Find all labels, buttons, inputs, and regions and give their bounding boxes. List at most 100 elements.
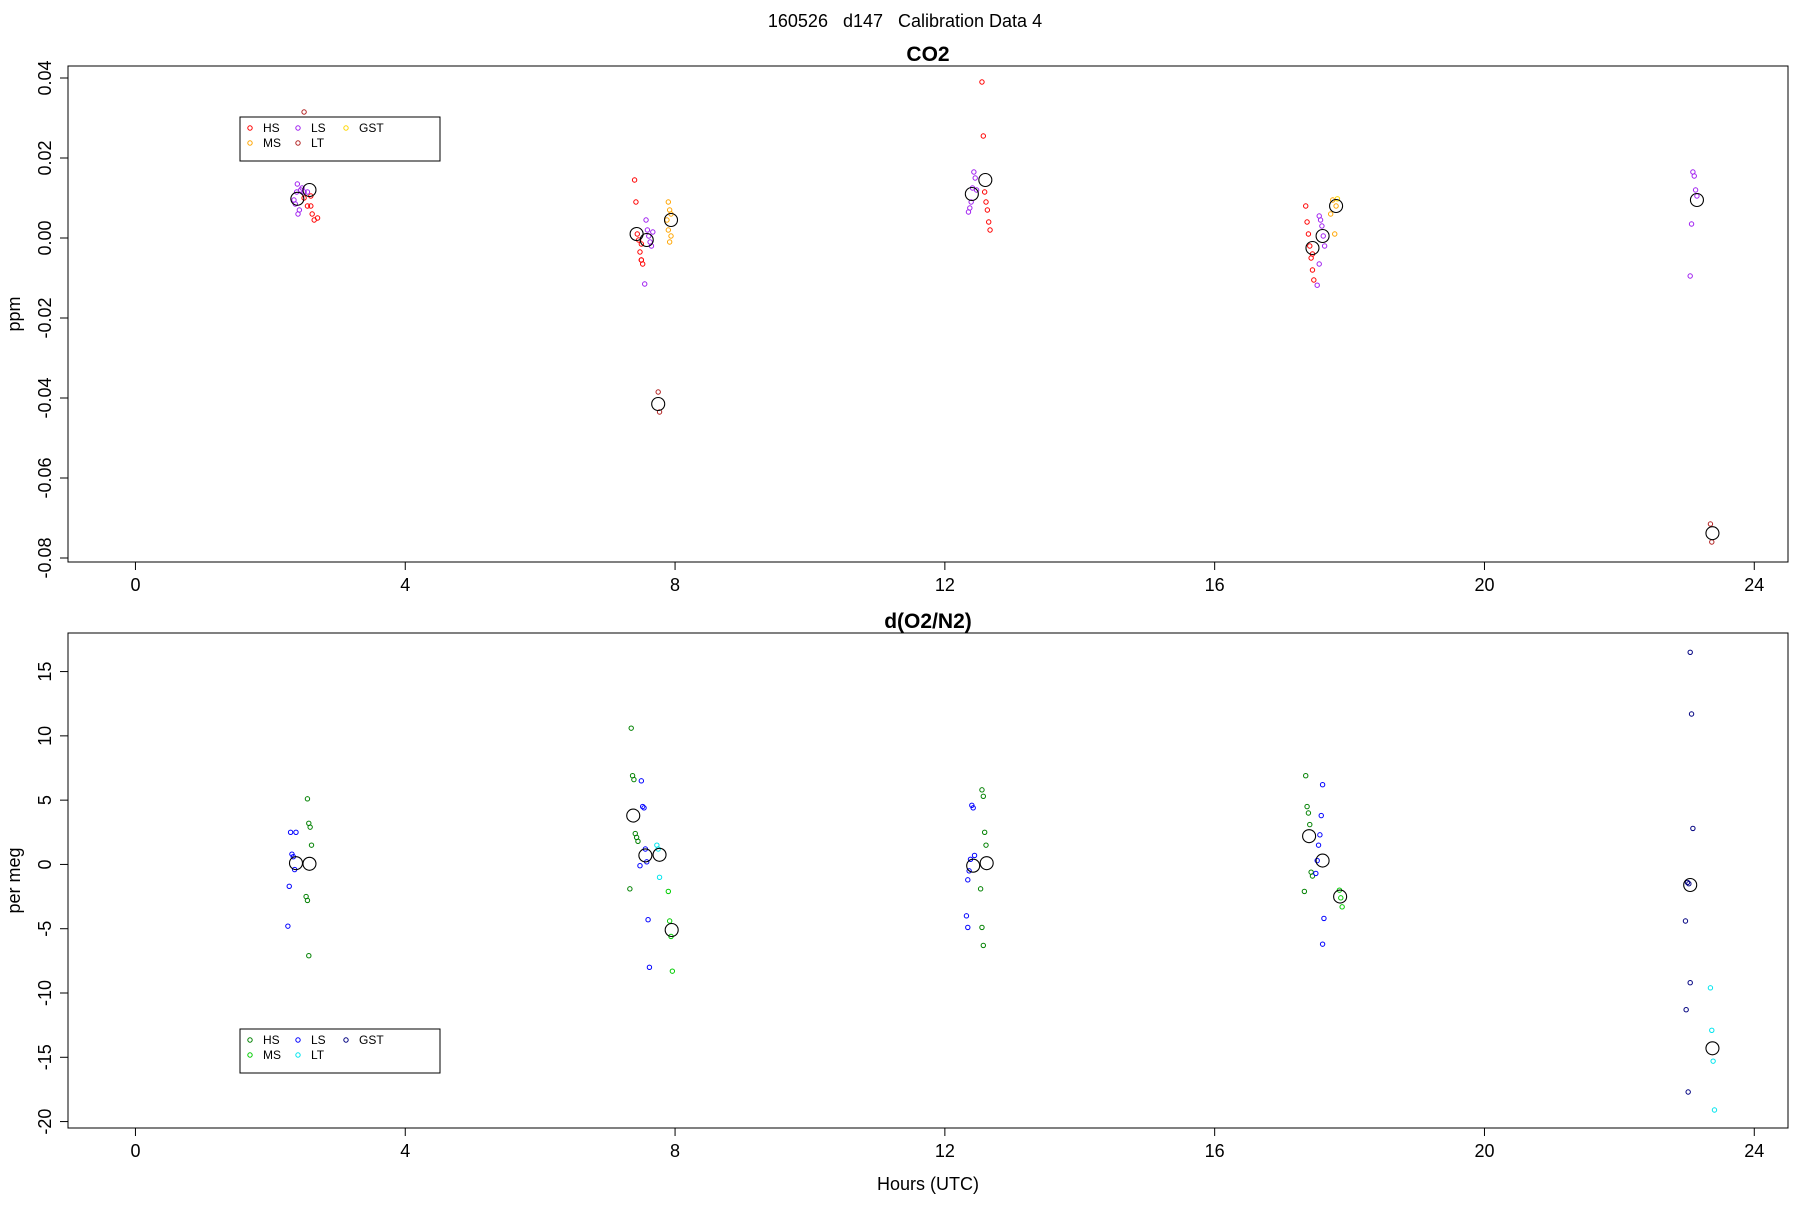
data-point [668,233,674,239]
data-point [1317,217,1324,223]
mean-marker [639,232,654,248]
y-tick-label: 5 [35,795,55,805]
data-point [979,924,985,931]
data-point [1320,233,1326,239]
data-point [309,211,315,217]
data-point [1319,941,1326,947]
data-point [639,261,646,267]
data-point [285,923,291,929]
mean-marker [1329,198,1344,214]
data-point [1317,832,1323,838]
x-tick-label: 20 [1474,1141,1494,1161]
data-point [979,79,985,85]
data-point [977,886,984,892]
mean-marker [1705,526,1720,541]
legend-marker-ls [295,125,301,131]
data-point [666,239,673,245]
data-point [664,217,670,223]
data-point [637,863,643,869]
y-tick-label: -0.08 [35,537,55,578]
data-point [1316,261,1322,267]
data-point [1303,203,1309,209]
y-tick-label: 10 [35,726,55,746]
series-hs [301,79,1317,283]
x-tick-label: 8 [670,1141,680,1161]
data-point [645,917,651,923]
data-point [980,793,987,799]
mean-marker [966,858,981,873]
legend-marker-gst [343,1037,349,1043]
x-tick-label: 4 [400,1141,410,1161]
y-tick-label: -0.02 [35,297,55,338]
data-point [304,203,311,209]
series-lt [301,109,1715,545]
series-gst [1334,196,1341,202]
data-point [1711,1107,1718,1113]
data-point [294,181,301,187]
data-point [1333,203,1339,209]
data-point [965,924,971,931]
data-point [1305,231,1312,237]
data-point [1301,888,1308,895]
data-point [637,249,643,255]
data-point [971,169,977,175]
data-point [1691,173,1697,179]
data-point [984,207,991,213]
x-tick-label: 16 [1205,575,1225,595]
data-point [986,219,992,225]
mean-marker [290,191,305,206]
mean-marker [663,212,679,228]
data-point [981,189,988,195]
data-point [289,851,295,857]
mean-marker [1315,228,1330,244]
data-point [1305,810,1312,816]
data-point [669,968,676,974]
data-point [638,241,645,247]
x-tick-label: 24 [1744,1141,1764,1161]
legend-box [239,116,441,162]
y-tick-label: -5 [35,921,55,937]
mean-marker [979,856,994,871]
mean-marker [651,396,666,412]
legend-marker-hs [247,1037,253,1043]
mean-marker [302,182,317,198]
x-tick-label: 16 [1205,1141,1225,1161]
legend-marker-lt [295,1052,301,1058]
y-tick-label: -20 [35,1109,55,1135]
data-point [970,805,976,811]
data-point [631,776,637,783]
series-ms [664,197,1339,245]
data-point [987,227,993,233]
data-point [1709,539,1715,545]
mean-marker [664,922,679,938]
data-point [1687,649,1693,655]
data-point [646,964,653,970]
data-point [642,281,648,287]
panel-title: d(O2/N2) [884,610,972,633]
data-point [287,829,294,835]
legend-label: GST [359,121,384,135]
data-point [314,215,321,221]
y-tick-label: 15 [35,662,55,682]
data-point [307,824,313,830]
data-point [966,868,972,874]
legend-box [239,1028,441,1074]
data-point [973,187,980,193]
legend-marker-gst [343,125,349,131]
data-point [1313,870,1319,877]
data-point [655,389,661,395]
data-point [1334,196,1341,202]
data-point [1688,711,1695,717]
data-point [641,805,647,811]
data-point [633,199,639,205]
mean-marker [1683,877,1698,893]
data-point [968,199,974,205]
data-point [639,803,646,810]
mean-marker [1305,240,1320,256]
data-point [1682,918,1689,924]
y-tick-label: -15 [35,1044,55,1070]
y-axis-label: per meg [4,847,24,913]
data-point [1303,773,1309,779]
data-point [1318,812,1324,819]
